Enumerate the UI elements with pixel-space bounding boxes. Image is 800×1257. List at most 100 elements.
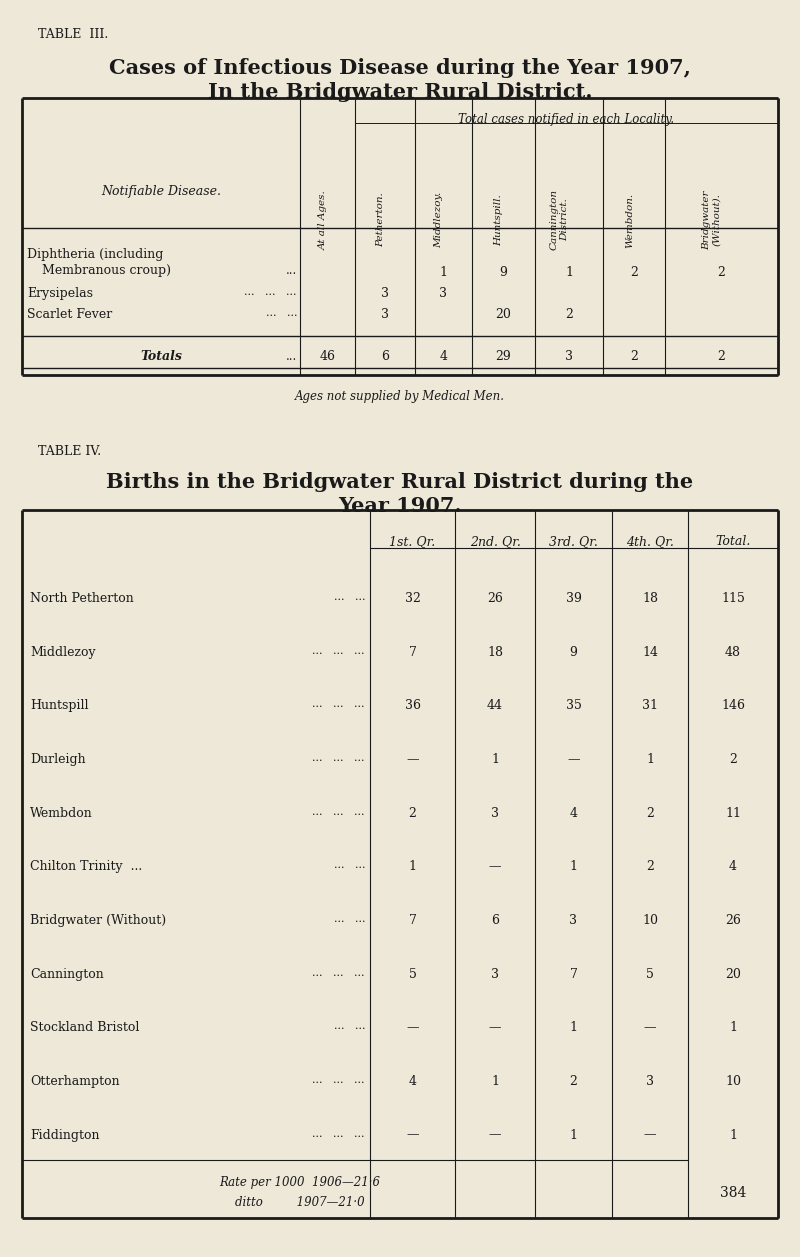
Text: 1: 1 xyxy=(729,1021,737,1035)
Text: Cannington: Cannington xyxy=(30,968,104,980)
Text: 32: 32 xyxy=(405,592,421,605)
Text: —: — xyxy=(644,1021,656,1035)
Text: 2: 2 xyxy=(718,266,726,279)
Text: Totals: Totals xyxy=(140,349,182,363)
Text: 3: 3 xyxy=(491,968,499,980)
Text: Bridgwater
(Without).: Bridgwater (Without). xyxy=(702,190,722,250)
Text: 2: 2 xyxy=(630,266,638,279)
Text: Erysipelas: Erysipelas xyxy=(27,287,93,300)
Text: ...   ...   ...: ... ... ... xyxy=(313,1129,365,1139)
Text: 1: 1 xyxy=(570,1129,578,1141)
Text: 115: 115 xyxy=(721,592,745,605)
Text: 3: 3 xyxy=(565,349,573,363)
Text: ...: ... xyxy=(286,349,297,363)
Text: 18: 18 xyxy=(487,646,503,659)
Text: ...   ...: ... ... xyxy=(334,860,365,870)
Text: 1: 1 xyxy=(439,266,447,279)
Text: 2: 2 xyxy=(729,753,737,766)
Text: 9: 9 xyxy=(499,266,507,279)
Text: 2: 2 xyxy=(646,807,654,820)
Text: ...: ... xyxy=(286,264,297,277)
Text: ...   ...   ...: ... ... ... xyxy=(313,968,365,978)
Text: Cases of Infectious Disease during the Year 1907,: Cases of Infectious Disease during the Y… xyxy=(109,58,691,78)
Text: 10: 10 xyxy=(642,914,658,926)
Text: Wembdon.: Wembdon. xyxy=(625,192,634,248)
Text: Otterhampton: Otterhampton xyxy=(30,1075,120,1087)
Text: 2: 2 xyxy=(570,1075,578,1087)
Text: 14: 14 xyxy=(642,646,658,659)
Text: 1: 1 xyxy=(565,266,573,279)
Text: TABLE  III.: TABLE III. xyxy=(38,28,108,41)
Text: —: — xyxy=(406,1021,418,1035)
Text: Wembdon: Wembdon xyxy=(30,807,93,820)
Text: 3: 3 xyxy=(646,1075,654,1087)
Text: 4: 4 xyxy=(439,349,447,363)
Text: 4: 4 xyxy=(729,860,737,874)
Text: 3: 3 xyxy=(439,287,447,300)
Text: 3: 3 xyxy=(381,308,389,321)
Text: 5: 5 xyxy=(646,968,654,980)
Text: Membranous croup): Membranous croup) xyxy=(42,264,171,277)
Text: 1st. Qr.: 1st. Qr. xyxy=(390,535,436,548)
Text: ...   ...   ...: ... ... ... xyxy=(313,753,365,763)
Text: 2: 2 xyxy=(565,308,573,321)
Text: 3rd. Qr.: 3rd. Qr. xyxy=(549,535,598,548)
Text: 10: 10 xyxy=(725,1075,741,1087)
Text: Middlezoy: Middlezoy xyxy=(30,646,96,659)
Text: In the Bridgwater Rural District.: In the Bridgwater Rural District. xyxy=(208,82,592,102)
Text: 2: 2 xyxy=(646,860,654,874)
Text: ...   ...   ...: ... ... ... xyxy=(313,646,365,656)
Text: Stockland Bristol: Stockland Bristol xyxy=(30,1021,139,1035)
Text: 35: 35 xyxy=(566,699,582,713)
Text: 2: 2 xyxy=(409,807,417,820)
Text: 2: 2 xyxy=(718,349,726,363)
Text: Scarlet Fever: Scarlet Fever xyxy=(27,308,112,321)
Text: At all Ages.: At all Ages. xyxy=(318,190,327,250)
Text: 146: 146 xyxy=(721,699,745,713)
Text: Chilton Trinity  ...: Chilton Trinity ... xyxy=(30,860,142,874)
Text: —: — xyxy=(406,753,418,766)
Text: 2nd. Qr.: 2nd. Qr. xyxy=(470,535,521,548)
Text: —: — xyxy=(644,1129,656,1141)
Text: —: — xyxy=(489,860,502,874)
Text: ...   ...: ... ... xyxy=(334,592,365,602)
Text: Fiddington: Fiddington xyxy=(30,1129,99,1141)
Text: 20: 20 xyxy=(495,308,511,321)
Text: 1: 1 xyxy=(491,753,499,766)
Text: Petherton.: Petherton. xyxy=(376,192,385,248)
Text: Total.: Total. xyxy=(715,535,750,548)
Text: Diphtheria (including: Diphtheria (including xyxy=(27,248,163,261)
Text: 2: 2 xyxy=(630,349,638,363)
Text: 18: 18 xyxy=(642,592,658,605)
Text: ...   ...   ...: ... ... ... xyxy=(313,699,365,709)
Text: 26: 26 xyxy=(487,592,503,605)
Text: ...   ...   ...: ... ... ... xyxy=(245,287,297,297)
Text: 5: 5 xyxy=(409,968,417,980)
Text: Durleigh: Durleigh xyxy=(30,753,86,766)
Text: 29: 29 xyxy=(496,349,511,363)
Text: 7: 7 xyxy=(409,646,417,659)
Text: 9: 9 xyxy=(570,646,578,659)
Text: —: — xyxy=(489,1021,502,1035)
Text: North Petherton: North Petherton xyxy=(30,592,134,605)
Text: 39: 39 xyxy=(566,592,582,605)
Text: 44: 44 xyxy=(487,699,503,713)
Text: 1: 1 xyxy=(570,1021,578,1035)
Text: ...   ...   ...: ... ... ... xyxy=(313,807,365,817)
Text: —: — xyxy=(489,1129,502,1141)
Text: Ages not supplied by Medical Men.: Ages not supplied by Medical Men. xyxy=(295,390,505,403)
Text: 26: 26 xyxy=(725,914,741,926)
Text: Huntspill.: Huntspill. xyxy=(494,194,503,246)
Text: 3: 3 xyxy=(381,287,389,300)
Text: Huntspill: Huntspill xyxy=(30,699,89,713)
Text: 384: 384 xyxy=(720,1187,746,1200)
Text: 4: 4 xyxy=(570,807,578,820)
Text: 31: 31 xyxy=(642,699,658,713)
Text: Total cases notified in each Locality.: Total cases notified in each Locality. xyxy=(458,113,674,126)
Text: 4th. Qr.: 4th. Qr. xyxy=(626,535,674,548)
Text: 20: 20 xyxy=(725,968,741,980)
Text: 46: 46 xyxy=(319,349,335,363)
Text: ...   ...: ... ... xyxy=(334,1021,365,1031)
Text: Cannington
District.: Cannington District. xyxy=(550,190,569,250)
Text: Rate per 1000  1906—21·6: Rate per 1000 1906—21·6 xyxy=(219,1177,381,1189)
